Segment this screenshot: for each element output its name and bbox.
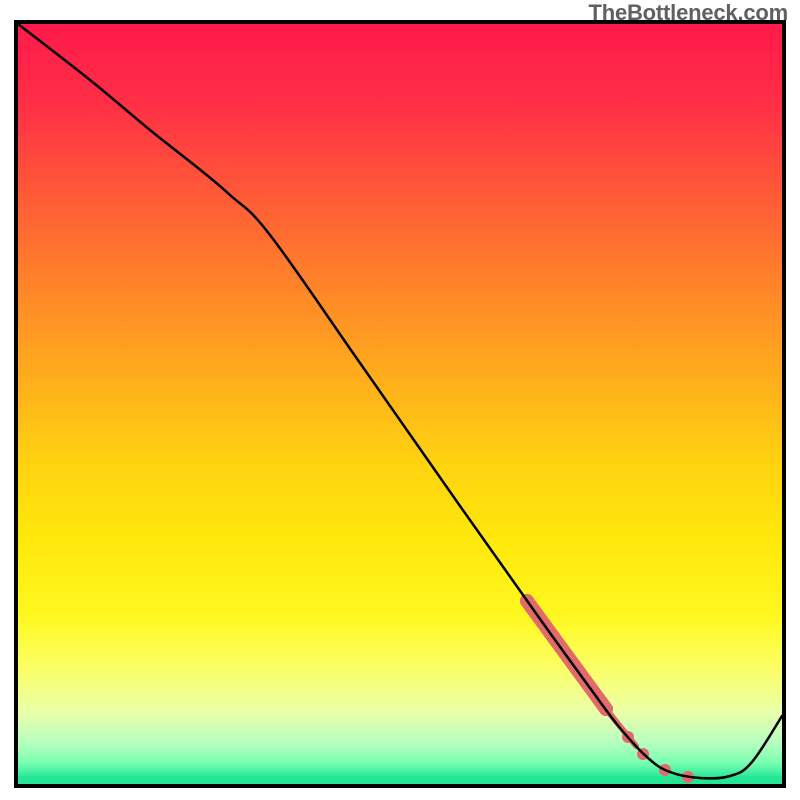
bottleneck-chart [0,0,800,800]
chart-container: TheBottleneck.com [0,0,800,800]
gradient-background [18,24,782,784]
bottom-green-band [18,776,782,784]
watermark-text: TheBottleneck.com [588,0,788,26]
